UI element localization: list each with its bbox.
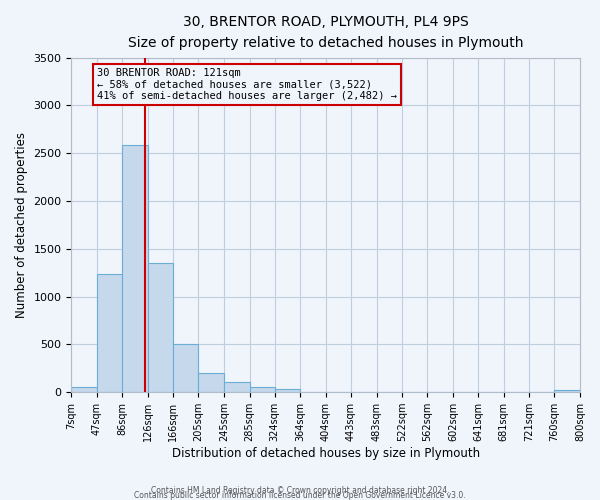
Bar — [554, 390, 580, 392]
Bar — [148, 263, 173, 392]
Bar — [122, 144, 148, 392]
Bar — [275, 390, 301, 392]
Title: 30, BRENTOR ROAD, PLYMOUTH, PL4 9PS
Size of property relative to detached houses: 30, BRENTOR ROAD, PLYMOUTH, PL4 9PS Size… — [128, 15, 523, 50]
Y-axis label: Number of detached properties: Number of detached properties — [15, 132, 28, 318]
Text: Contains public sector information licensed under the Open Government Licence v3: Contains public sector information licen… — [134, 491, 466, 500]
Bar — [199, 373, 224, 392]
Bar — [173, 344, 199, 392]
Bar — [224, 382, 250, 392]
Text: 30 BRENTOR ROAD: 121sqm
← 58% of detached houses are smaller (3,522)
41% of semi: 30 BRENTOR ROAD: 121sqm ← 58% of detache… — [97, 68, 397, 101]
Bar — [97, 274, 122, 392]
Bar — [71, 388, 97, 392]
Text: Contains HM Land Registry data © Crown copyright and database right 2024.: Contains HM Land Registry data © Crown c… — [151, 486, 449, 495]
Bar — [250, 388, 275, 392]
X-axis label: Distribution of detached houses by size in Plymouth: Distribution of detached houses by size … — [172, 447, 480, 460]
